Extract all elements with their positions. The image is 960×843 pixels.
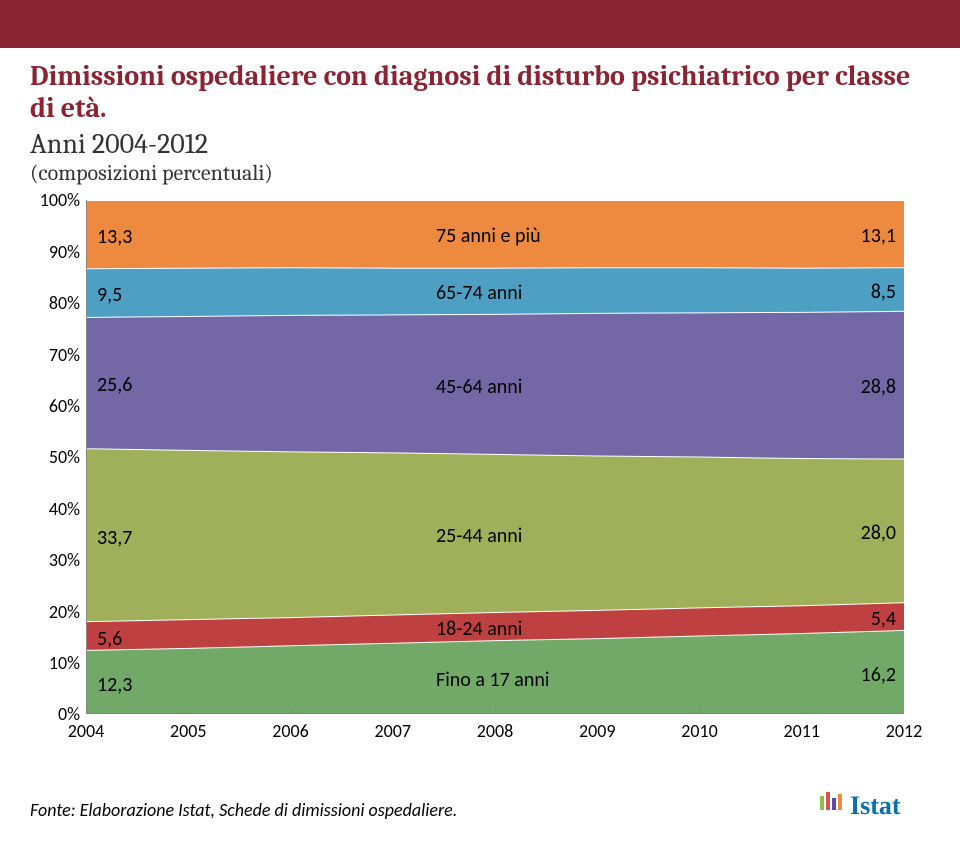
y-tick: 40% (49, 498, 80, 520)
x-tick: 2009 (579, 720, 616, 742)
series-label: 75 anni e più (436, 224, 541, 248)
x-tick: 2005 (170, 720, 207, 742)
series-label: 65-74 anni (436, 281, 522, 305)
x-tick: 2012 (886, 720, 923, 742)
subtitle-line2: (composizioni percentuali) (30, 160, 273, 186)
svg-text:Istat: Istat (850, 791, 901, 820)
y-tick: 50% (49, 446, 80, 468)
value-left: 33,7 (97, 526, 132, 550)
value-left: 9,5 (97, 283, 122, 307)
value-right: 5,4 (871, 607, 896, 631)
value-right: 28,0 (861, 521, 896, 545)
y-tick: 60% (49, 395, 80, 417)
series-label: 25-44 anni (436, 524, 522, 548)
value-left: 25,6 (97, 373, 132, 397)
y-tick: 70% (49, 344, 80, 366)
y-axis: 0%10%20%30%40%50%60%70%80%90%100% (30, 200, 86, 714)
stacked-area-chart: 0%10%20%30%40%50%60%70%80%90%100% 12,316… (30, 200, 930, 744)
istat-logo: Istat (820, 788, 930, 829)
istat-logo-svg: Istat (820, 788, 930, 824)
y-tick: 100% (40, 189, 80, 211)
x-tick: 2010 (681, 720, 718, 742)
value-right: 28,8 (861, 375, 896, 399)
x-axis: 200420052006200720082009201020112012 (86, 716, 904, 744)
series-label: Fino a 17 anni (436, 668, 549, 692)
value-right: 13,1 (861, 224, 896, 248)
content: Dimissioni ospedaliere con diagnosi di d… (0, 48, 960, 744)
series-label: 18-24 anni (436, 617, 522, 641)
y-tick: 20% (49, 601, 80, 623)
top-bar (0, 0, 960, 48)
x-tick: 2006 (272, 720, 309, 742)
x-tick: 2007 (375, 720, 412, 742)
source-note: Fonte: Elaborazione Istat, Schede di dim… (30, 799, 457, 821)
value-right: 8,5 (871, 280, 896, 304)
x-tick: 2004 (68, 720, 105, 742)
series-label: 45-64 anni (436, 375, 522, 399)
y-tick: 90% (49, 241, 80, 263)
page-title: Dimissioni ospedaliere con diagnosi di d… (30, 60, 930, 124)
y-tick: 10% (49, 652, 80, 674)
x-tick: 2011 (784, 720, 821, 742)
value-right: 16,2 (861, 663, 896, 687)
value-left: 13,3 (97, 225, 132, 249)
value-left: 5,6 (97, 627, 122, 651)
y-tick: 80% (49, 292, 80, 314)
value-left: 12,3 (97, 673, 132, 697)
y-tick: 30% (49, 549, 80, 571)
x-tick: 2008 (477, 720, 514, 742)
plot-area: 12,3 16,2 Fino a 17 anni 5,6 5,4 18-24 anni 33… (86, 200, 904, 714)
subtitle-line1: Anni 2004-2012 (30, 128, 208, 160)
